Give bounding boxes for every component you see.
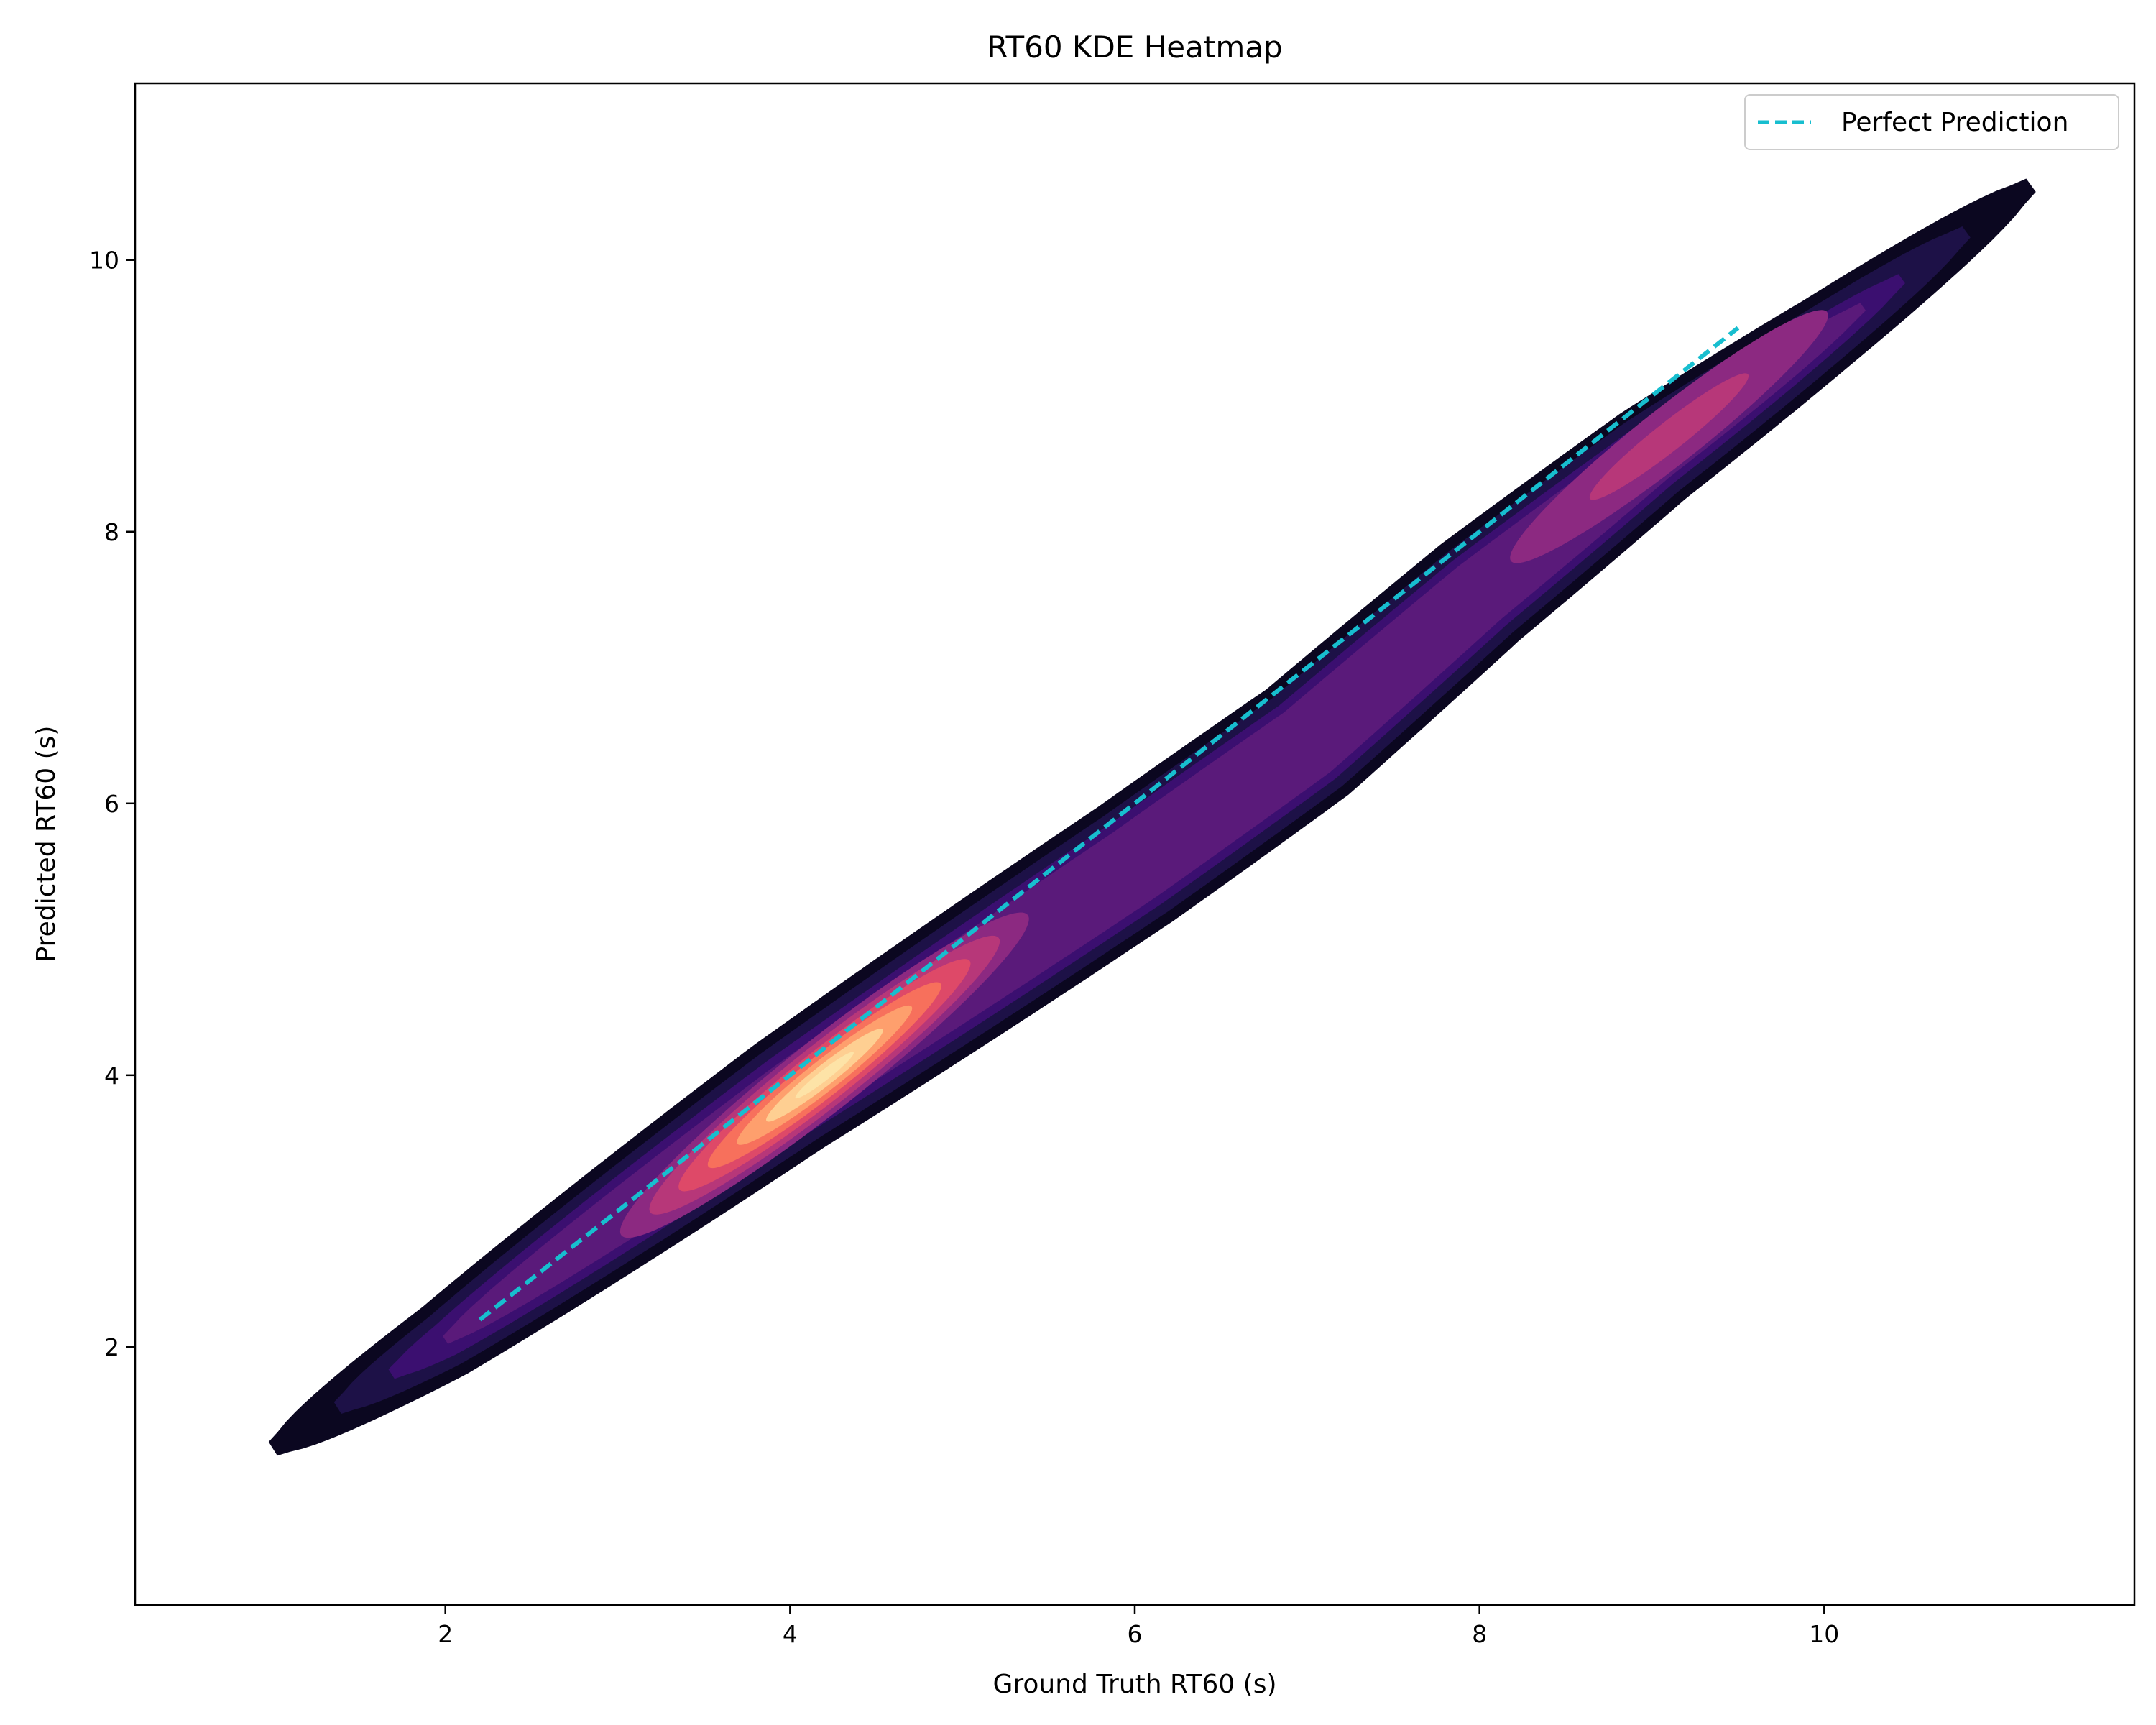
chart-title: RT60 KDE Heatmap [987,29,1282,65]
kde-density-layer [268,178,2036,1456]
x-tick-label: 8 [1472,1620,1487,1648]
y-axis-label: Predicted RT60 (s) [32,726,61,962]
perfect-prediction-line [478,326,1740,1322]
kde-peak-1-level-5 [1589,373,1749,500]
x-axis: 2 4 6 8 10 [438,1605,1839,1648]
legend-label-perfect-prediction: Perfect Prediction [1841,108,2068,137]
y-axis: 2 4 6 8 10 [89,247,135,1361]
y-tick-label: 8 [104,518,119,546]
x-tick-label: 4 [783,1620,798,1648]
series-layer [478,326,1740,1322]
x-tick-label: 6 [1128,1620,1143,1648]
x-tick-label: 2 [438,1620,453,1648]
legend-box [1744,94,2119,150]
x-tick-label: 10 [1809,1620,1839,1648]
kde-peak-0-level-10 [795,1052,854,1099]
y-tick-label: 2 [104,1333,119,1361]
x-axis-label: Ground Truth RT60 (s) [992,1670,1276,1699]
legend: Perfect Prediction [1744,94,2119,150]
y-tick-label: 4 [104,1062,119,1090]
y-tick-label: 10 [89,247,119,275]
y-tick-label: 6 [104,790,119,818]
